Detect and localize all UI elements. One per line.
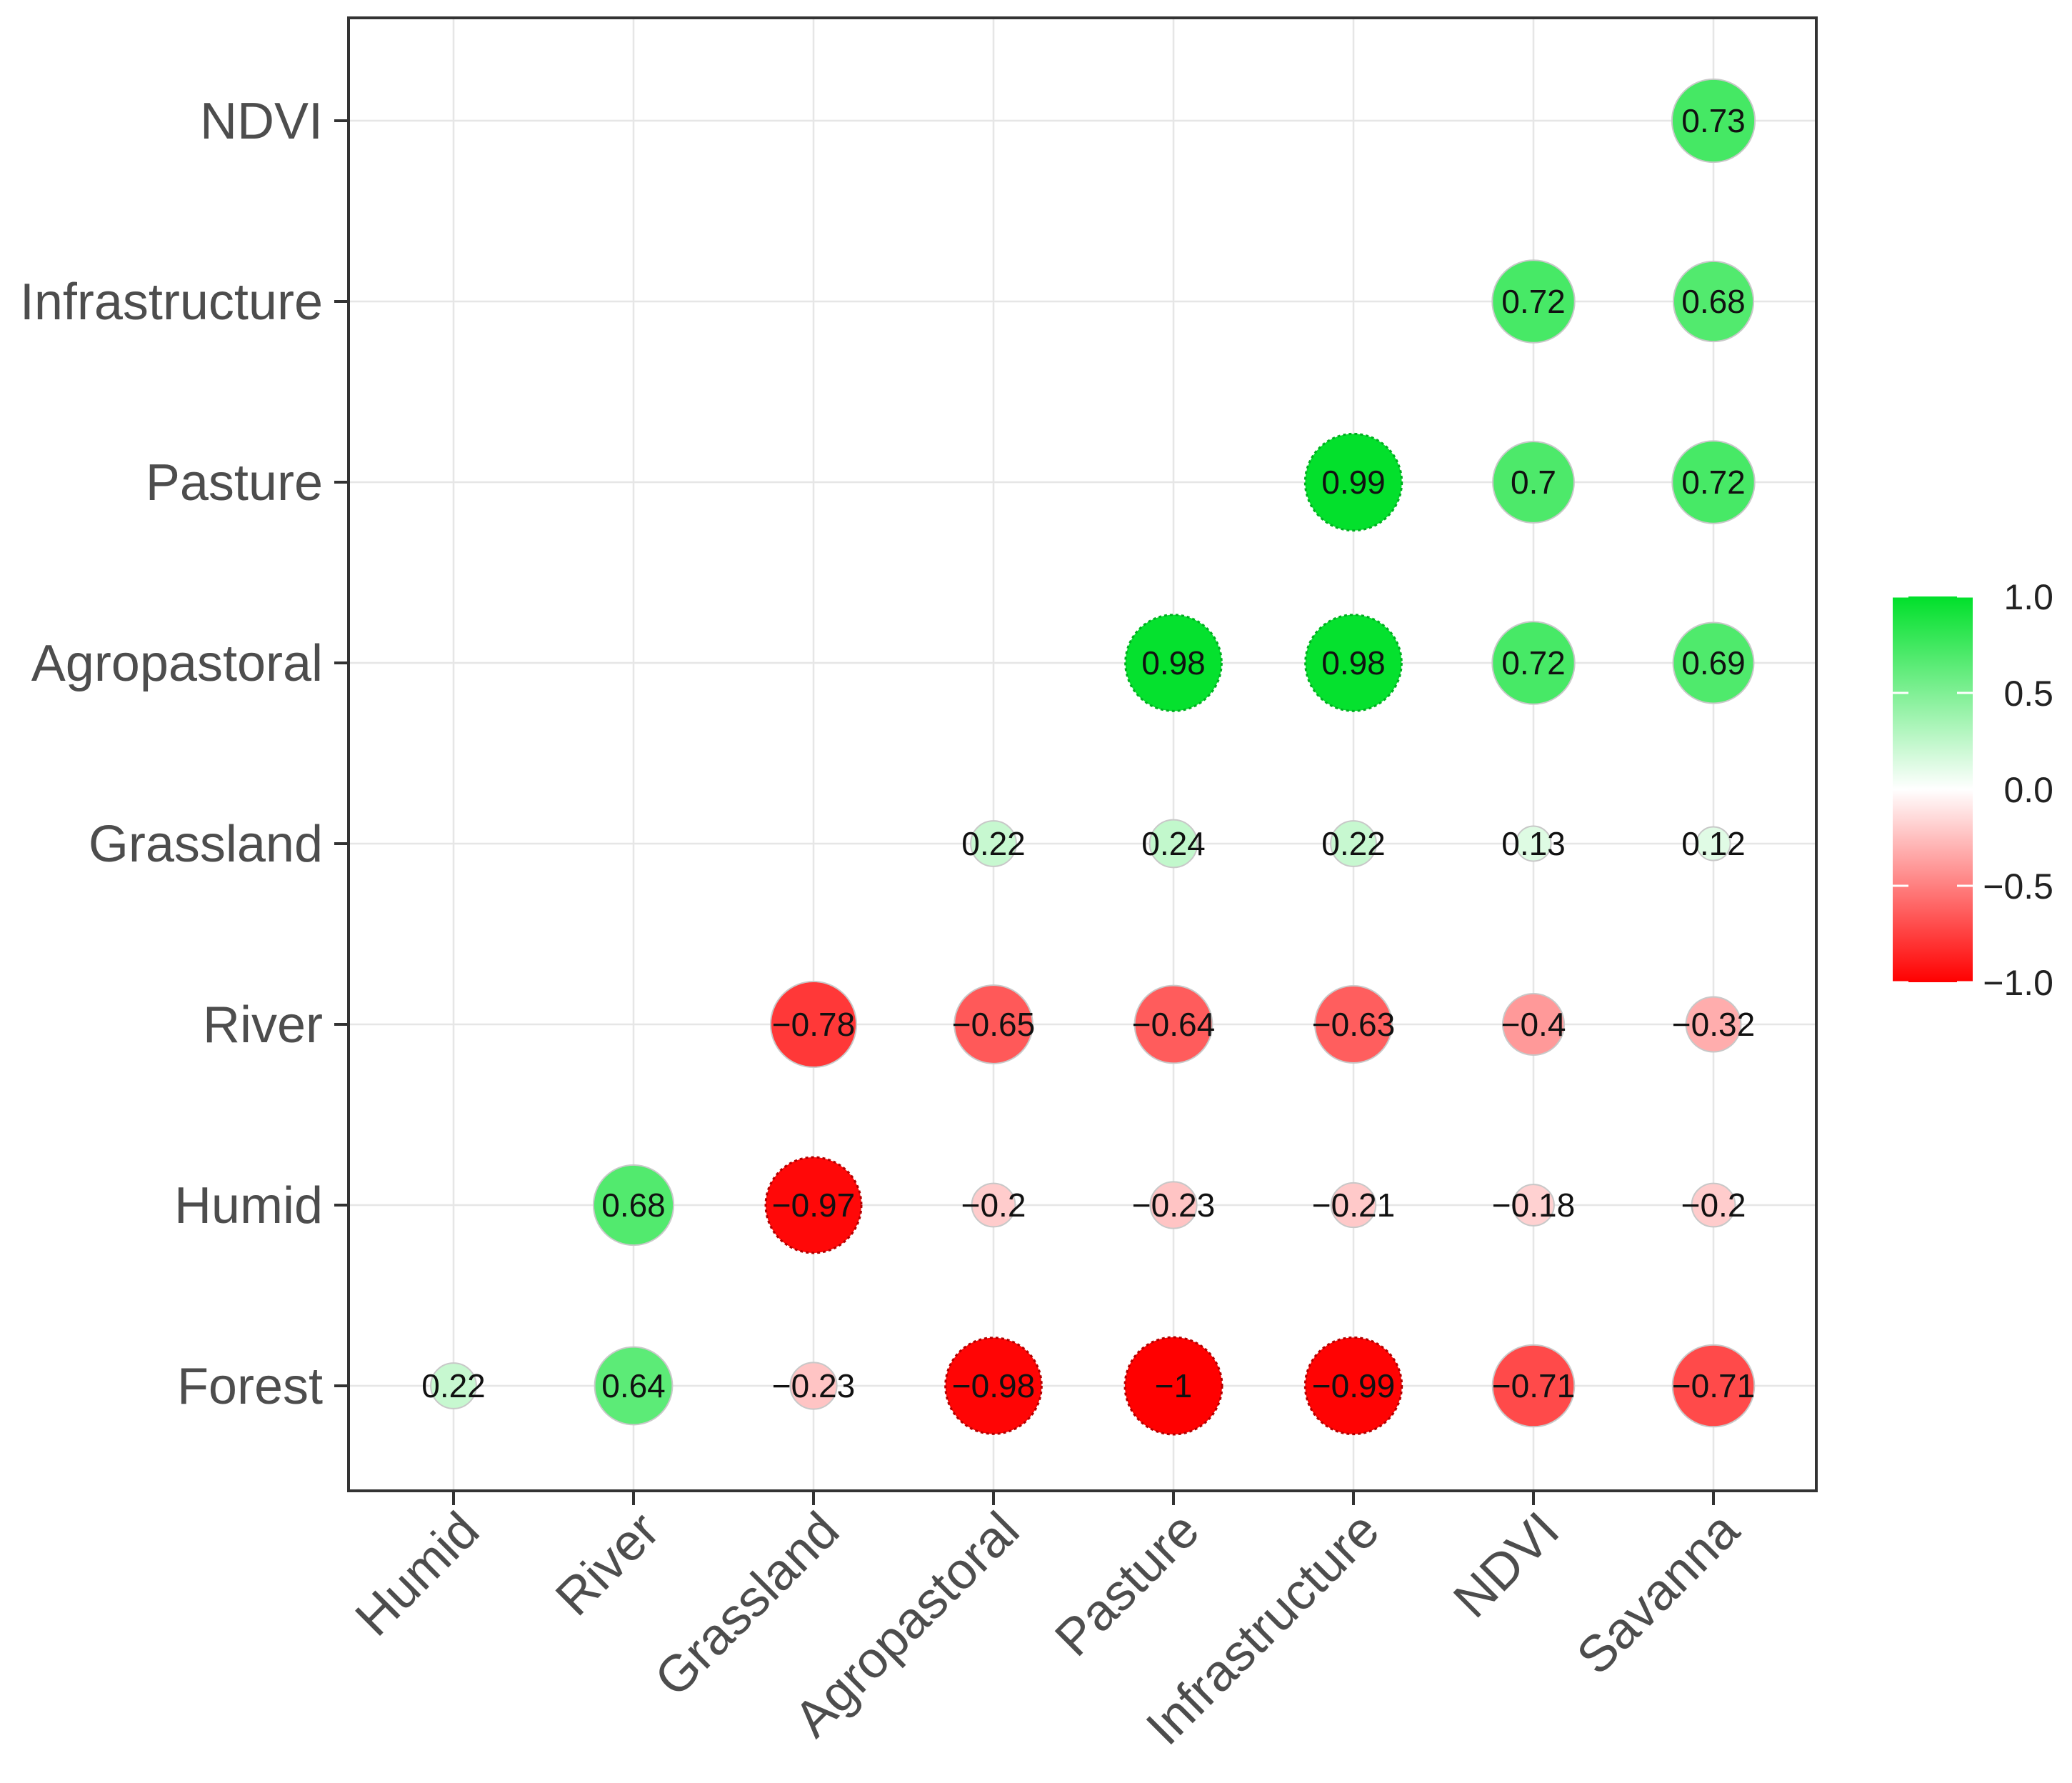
y-tick-label-ndvi: NDVI bbox=[200, 93, 323, 150]
corr-marker-agropastoral-pasture bbox=[1124, 614, 1223, 712]
corr-label-grassland-savanna: 0.12 bbox=[1681, 825, 1746, 862]
corr-marker-infrastructure-savanna bbox=[1672, 260, 1755, 343]
corr-marker-river-infrastructure bbox=[1314, 985, 1393, 1064]
corr-marker-grassland-agropastoral bbox=[970, 820, 1017, 867]
corr-label-forest-pasture: −1 bbox=[1155, 1367, 1192, 1404]
corr-marker-pasture-infrastructure bbox=[1303, 432, 1403, 532]
y-axis: Forest Humid River Grassland Agropastoral Pas… bbox=[20, 93, 349, 1415]
corr-label-agropastoral-savanna: 0.69 bbox=[1681, 644, 1746, 681]
corr-marker-forest-ndvi bbox=[1491, 1344, 1576, 1428]
corr-marker-river-agropastoral bbox=[954, 984, 1034, 1064]
legend-tick-label-1: 0.5 bbox=[2003, 674, 2053, 714]
corr-marker-ndvi-savanna bbox=[1671, 78, 1756, 164]
corr-label-grassland-agropastoral: 0.22 bbox=[961, 825, 1026, 862]
legend-tick-label-2: 0.0 bbox=[2003, 770, 2053, 810]
color-legend: 1.0 0.5 0.0 −0.5 −1.0 bbox=[1893, 577, 2053, 1003]
corr-marker-river-pasture bbox=[1133, 984, 1213, 1064]
corr-label-forest-infrastructure: −0.99 bbox=[1312, 1367, 1395, 1404]
corr-label-river-pasture: −0.64 bbox=[1132, 1006, 1215, 1043]
corr-label-humid-agropastoral: −0.2 bbox=[961, 1187, 1026, 1224]
corr-label-river-ndvi: −0.4 bbox=[1501, 1006, 1566, 1043]
corr-marker-humid-pasture bbox=[1149, 1181, 1198, 1229]
corr-label-river-savanna: −0.32 bbox=[1672, 1006, 1755, 1043]
corr-marker-humid-grassland bbox=[764, 1156, 863, 1254]
corr-label-forest-grassland: −0.23 bbox=[772, 1367, 855, 1404]
corr-label-infrastructure-savanna: 0.68 bbox=[1681, 283, 1746, 320]
corr-label-grassland-pasture: 0.24 bbox=[1141, 825, 1206, 862]
corr-marker-river-grassland bbox=[769, 980, 858, 1069]
corr-marker-forest-river bbox=[594, 1346, 674, 1426]
corr-marker-humid-river bbox=[592, 1164, 675, 1247]
corr-marker-humid-ndvi bbox=[1512, 1184, 1555, 1227]
corr-label-forest-agropastoral: −0.98 bbox=[952, 1367, 1035, 1404]
corr-label-agropastoral-infrastructure: 0.98 bbox=[1321, 644, 1386, 681]
corr-label-humid-ndvi: −0.18 bbox=[1492, 1187, 1575, 1224]
corr-marker-pasture-ndvi bbox=[1492, 441, 1575, 524]
corr-marker-agropastoral-savanna bbox=[1672, 621, 1755, 704]
corr-label-forest-humid: 0.22 bbox=[421, 1367, 486, 1404]
y-tick-label-pasture: Pasture bbox=[146, 454, 323, 511]
corr-label-ndvi-savanna: 0.73 bbox=[1681, 102, 1746, 139]
corr-marker-grassland-ndvi bbox=[1515, 825, 1552, 862]
corr-marker-humid-savanna bbox=[1691, 1182, 1736, 1228]
corr-marker-grassland-infrastructure bbox=[1330, 820, 1377, 867]
corr-label-river-infrastructure: −0.63 bbox=[1312, 1006, 1395, 1043]
legend-tick-label-4: −1.0 bbox=[1983, 963, 2053, 1003]
plot-panel-border bbox=[347, 16, 1818, 1492]
y-tick-label-humid: Humid bbox=[174, 1177, 323, 1234]
corr-label-agropastoral-pasture: 0.98 bbox=[1141, 644, 1206, 681]
corr-marker-forest-grassland bbox=[789, 1362, 838, 1410]
corr-marker-forest-savanna bbox=[1671, 1344, 1756, 1428]
corr-label-infrastructure-ndvi: 0.72 bbox=[1501, 283, 1566, 320]
corr-label-humid-grassland: −0.97 bbox=[772, 1187, 855, 1224]
corr-label-forest-river: 0.64 bbox=[601, 1367, 666, 1404]
corr-marker-forest-humid bbox=[430, 1362, 477, 1409]
corr-label-forest-savanna: −0.71 bbox=[1672, 1367, 1755, 1404]
corr-label-grassland-ndvi: 0.13 bbox=[1501, 825, 1566, 862]
corr-label-grassland-infrastructure: 0.22 bbox=[1321, 825, 1386, 862]
y-tick-label-agropastoral: Agropastoral bbox=[31, 635, 323, 692]
corr-marker-humid-infrastructure bbox=[1330, 1182, 1377, 1229]
corr-marker-forest-infrastructure bbox=[1303, 1336, 1403, 1436]
corr-marker-forest-pasture bbox=[1123, 1336, 1223, 1436]
corr-marker-pasture-savanna bbox=[1671, 440, 1756, 524]
legend-tick-label-3: −0.5 bbox=[1983, 866, 2053, 907]
corr-label-river-agropastoral: −0.65 bbox=[952, 1006, 1035, 1043]
corr-label-forest-ndvi: −0.71 bbox=[1492, 1367, 1575, 1404]
corr-label-humid-savanna: −0.2 bbox=[1681, 1187, 1746, 1224]
y-tick-label-forest: Forest bbox=[177, 1358, 323, 1415]
corr-marker-agropastoral-infrastructure bbox=[1304, 614, 1403, 712]
corr-label-pasture-ndvi: 0.7 bbox=[1511, 464, 1556, 501]
corr-marker-river-savanna bbox=[1685, 996, 1742, 1053]
corr-label-humid-infrastructure: −0.21 bbox=[1312, 1187, 1395, 1224]
y-tick-label-grassland: Grassland bbox=[89, 816, 323, 873]
corr-marker-river-ndvi bbox=[1501, 992, 1566, 1057]
correlation-markers: 0.22 0.64 −0.23 −0.98 −1 −0.99 −0.71 −0.71 0.68 −… bbox=[421, 78, 1756, 1436]
corr-marker-grassland-pasture bbox=[1148, 819, 1198, 869]
corr-marker-forest-agropastoral bbox=[944, 1337, 1043, 1435]
y-tick-label-river: River bbox=[203, 997, 323, 1054]
corr-label-river-grassland: −0.78 bbox=[772, 1006, 855, 1043]
legend-tick-label-0: 1.0 bbox=[2003, 577, 2053, 617]
y-tick-label-infrastructure: Infrastructure bbox=[20, 274, 323, 331]
corr-marker-agropastoral-ndvi bbox=[1491, 621, 1576, 705]
corr-label-humid-pasture: −0.23 bbox=[1132, 1187, 1215, 1224]
corr-marker-humid-agropastoral bbox=[971, 1182, 1016, 1228]
corr-label-pasture-savanna: 0.72 bbox=[1681, 464, 1746, 501]
corr-marker-infrastructure-ndvi bbox=[1491, 259, 1576, 344]
corr-label-agropastoral-ndvi: 0.72 bbox=[1501, 644, 1566, 681]
corr-label-humid-river: 0.68 bbox=[601, 1187, 666, 1224]
corr-label-pasture-infrastructure: 0.99 bbox=[1321, 464, 1386, 501]
corr-marker-grassland-savanna bbox=[1696, 826, 1731, 861]
